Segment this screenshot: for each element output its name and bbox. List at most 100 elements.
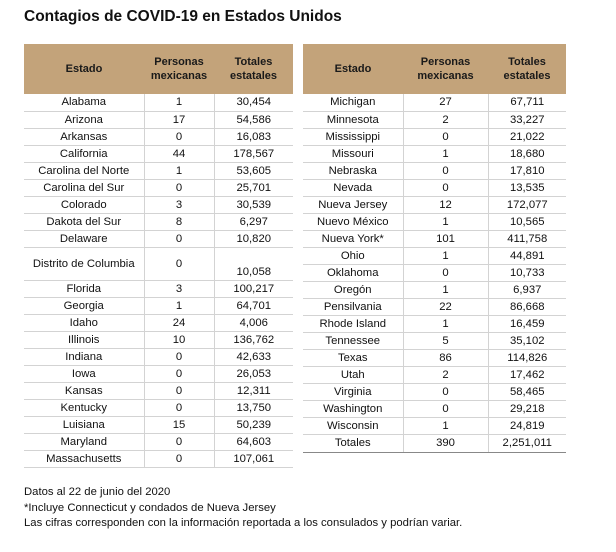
state-cell: Rhode Island <box>303 315 403 333</box>
table-row: Nuevo México 1 10,565 <box>303 213 566 231</box>
column-header-state: Estado <box>334 63 372 75</box>
totals-state-total: 2,251,011 <box>487 433 566 453</box>
state-cell: California <box>24 145 144 163</box>
state-cell: Nueva York* <box>303 230 403 248</box>
table-row: Virginia 0 58,465 <box>303 383 566 401</box>
total-cell: 58,465 <box>487 383 566 401</box>
total-cell: 26,053 <box>213 365 293 383</box>
table-row: Rhode Island 1 16,459 <box>303 315 566 333</box>
state-cell: Carolina del Norte <box>24 162 144 180</box>
total-cell: 33,227 <box>487 111 566 129</box>
mexicans-cell: 0 <box>402 162 488 180</box>
total-cell: 24,819 <box>487 417 566 435</box>
state-cell: Wisconsin <box>303 417 403 435</box>
state-cell: Virginia <box>303 383 403 401</box>
table-row: Missouri 1 18,680 <box>303 145 566 163</box>
totals-mexicans: 390 <box>402 433 488 453</box>
total-cell: 172,077 <box>487 196 566 214</box>
mexicans-cell: 0 <box>402 400 488 418</box>
table-row: Nueva Jersey 12 172,077 <box>303 196 566 214</box>
table-row: Washington 0 29,218 <box>303 400 566 418</box>
mexicans-cell: 12 <box>402 196 488 214</box>
table-row: Kentucky 0 13,750 <box>24 399 293 417</box>
state-cell: Oregón <box>303 281 403 299</box>
column-header-total: Totales estatales <box>229 56 278 82</box>
state-cell: Dakota del Sur <box>24 213 144 231</box>
table-row: Nueva York* 101 411,758 <box>303 230 566 248</box>
table-row: California 44 178,567 <box>24 145 293 163</box>
table-row: Minnesota 2 33,227 <box>303 111 566 129</box>
total-cell: 6,937 <box>487 281 566 299</box>
total-cell: 136,762 <box>213 331 293 349</box>
mexicans-cell: 1 <box>402 281 488 299</box>
table-row: Utah 2 17,462 <box>303 366 566 384</box>
state-cell: Georgia <box>24 297 144 315</box>
table-row: Kansas 0 12,311 <box>24 382 293 400</box>
table-row: Nebraska 0 17,810 <box>303 162 566 180</box>
total-cell: 35,102 <box>487 332 566 350</box>
table-row: Florida 3 100,217 <box>24 280 293 298</box>
state-cell: Arkansas <box>24 128 144 146</box>
table-row: Carolina del Norte 1 53,605 <box>24 162 293 180</box>
total-cell: 114,826 <box>487 349 566 367</box>
mexicans-cell: 0 <box>402 264 488 282</box>
table-row: Delaware 0 10,820 <box>24 230 293 248</box>
mexicans-cell: 1 <box>402 417 488 435</box>
state-cell: Carolina del Sur <box>24 179 144 197</box>
total-cell: 18,680 <box>487 145 566 163</box>
total-cell: 64,603 <box>213 433 293 451</box>
table-row: Oklahoma 0 10,733 <box>303 264 566 282</box>
state-cell: Delaware <box>24 230 144 248</box>
table-row: Georgia 1 64,701 <box>24 297 293 315</box>
mexicans-cell: 1 <box>402 315 488 333</box>
note-date: Datos al 22 de junio del 2020 <box>24 486 171 498</box>
table-row: Ohio 1 44,891 <box>303 247 566 265</box>
total-cell: 30,539 <box>213 196 293 214</box>
table-row: Iowa 0 26,053 <box>24 365 293 383</box>
footnotes: Datos al 22 de junio del 2020 *Incluye C… <box>24 485 462 532</box>
mexicans-cell: 101 <box>402 230 488 248</box>
table-header-row: Estado Personas mexicanas Totales estata… <box>303 44 566 94</box>
note-asterisk: *Incluye Connecticut y condados de Nueva… <box>24 501 276 514</box>
table-row: Tennessee 5 35,102 <box>303 332 566 350</box>
total-cell: 86,668 <box>487 298 566 316</box>
mexicans-cell: 10 <box>143 331 214 349</box>
total-cell: 13,750 <box>213 399 293 417</box>
mexicans-cell: 0 <box>402 128 488 146</box>
table-row: Carolina del Sur 0 25,701 <box>24 179 293 197</box>
total-cell: 178,567 <box>213 145 293 163</box>
mexicans-cell: 22 <box>402 298 488 316</box>
mexicans-cell: 1 <box>402 213 488 231</box>
mexicans-cell: 0 <box>143 247 214 281</box>
mexicans-cell: 24 <box>143 314 214 332</box>
mexicans-cell: 0 <box>143 179 214 197</box>
mexicans-cell: 44 <box>143 145 214 163</box>
mexicans-cell: 2 <box>402 366 488 384</box>
states-table-left: Estado Personas mexicanas Totales estata… <box>24 44 293 468</box>
state-cell: Idaho <box>24 314 144 332</box>
total-cell: 50,239 <box>213 416 293 434</box>
state-cell: Nuevo México <box>303 213 403 231</box>
total-cell: 25,701 <box>213 179 293 197</box>
total-cell: 13,535 <box>487 179 566 197</box>
mexicans-cell: 0 <box>143 450 214 468</box>
table-row: Luisiana 15 50,239 <box>24 416 293 434</box>
table-row: Dakota del Sur 8 6,297 <box>24 213 293 231</box>
table-row: Indiana 0 42,633 <box>24 348 293 366</box>
state-cell: Kentucky <box>24 399 144 417</box>
column-header-mexicans: Personas mexicanas <box>150 56 208 82</box>
state-cell: Mississippi <box>303 128 403 146</box>
page-title: Contagios de COVID-19 en Estados Unidos <box>24 8 342 25</box>
table-row: Michigan 27 67,711 <box>303 94 566 112</box>
state-cell: Oklahoma <box>303 264 403 282</box>
state-cell: Arizona <box>24 111 144 129</box>
state-cell: Indiana <box>24 348 144 366</box>
total-cell: 4,006 <box>213 314 293 332</box>
total-cell: 100,217 <box>213 280 293 298</box>
state-cell: Nevada <box>303 179 403 197</box>
mexicans-cell: 0 <box>143 433 214 451</box>
state-cell: Missouri <box>303 145 403 163</box>
table-row: Oregón 1 6,937 <box>303 281 566 299</box>
state-cell: Utah <box>303 366 403 384</box>
table-row: Texas 86 114,826 <box>303 349 566 367</box>
